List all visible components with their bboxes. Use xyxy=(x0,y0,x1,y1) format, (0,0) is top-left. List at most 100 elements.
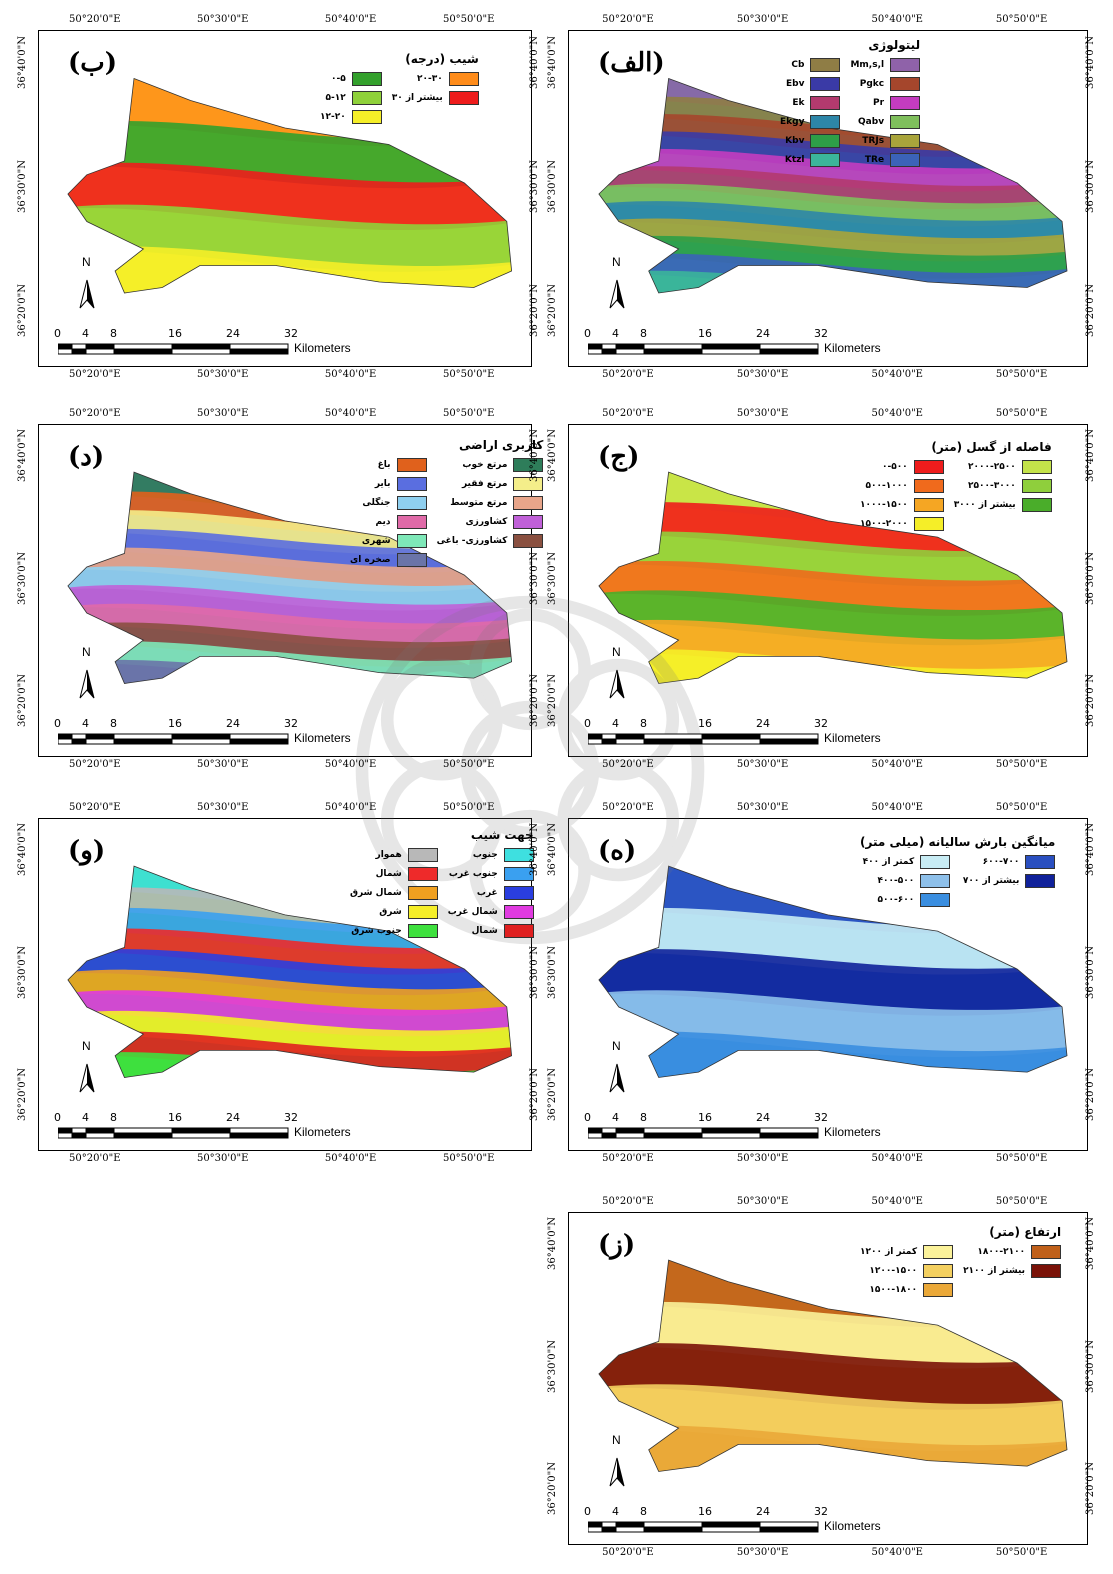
panel-letter: (الف) xyxy=(598,48,665,78)
legend-swatch xyxy=(920,874,951,888)
longitude-tick: 50°40'0"E xyxy=(324,802,377,813)
panel-letter: (و) xyxy=(68,836,106,866)
scale-number: 16 xyxy=(698,1111,712,1124)
legend-item: بیشتر از ۳۰ xyxy=(392,91,479,105)
legend-label: ۶۰۰-۷۰۰ xyxy=(982,857,1020,867)
north-arrow-icon xyxy=(79,1063,95,1093)
scale-bar xyxy=(58,1127,289,1139)
map-frame xyxy=(568,424,1088,757)
longitude-tick: 50°40'0"E xyxy=(871,759,923,770)
longitude-tick: 50°40'0"E xyxy=(871,408,923,419)
legend-swatch xyxy=(913,460,944,474)
latitude-tick: 36°30'0"N xyxy=(528,945,540,999)
longitude-tick: 50°40'0"E xyxy=(871,14,923,25)
longitude-tick: 50°20'0"E xyxy=(69,369,121,380)
legend-label: ۱۲۰۰-۱۵۰۰ xyxy=(869,1266,918,1276)
longitude-tick: 50°30'0"E xyxy=(736,369,789,380)
panel-letter: (ب) xyxy=(68,48,118,78)
legend-label: Qabv xyxy=(858,117,885,127)
basin-map xyxy=(598,865,1068,1078)
longitude-tick: 50°20'0"E xyxy=(602,802,654,813)
legend-label: بیشتر از ۷۰۰ xyxy=(962,876,1020,886)
scale-number: 4 xyxy=(82,1111,89,1124)
longitude-tick: 50°20'0"E xyxy=(69,408,121,419)
legend-label: Pgkc xyxy=(859,79,885,89)
legend-swatch xyxy=(1025,874,1056,888)
latitude-tick: 36°40'0"N xyxy=(16,429,28,483)
longitude-tick: 50°30'0"E xyxy=(736,1547,789,1558)
legend-label: جنوب غرب xyxy=(448,869,498,879)
legend-swatch xyxy=(1025,855,1056,869)
latitude-tick: 36°40'0"N xyxy=(546,823,558,877)
legend-swatch xyxy=(513,458,544,472)
longitude-tick: 50°50'0"E xyxy=(442,802,495,813)
scale-number: 8 xyxy=(640,1111,647,1124)
legend-item: ۵۰۰-۱۰۰۰ xyxy=(860,479,944,493)
legend-swatch xyxy=(407,867,438,881)
legend-items: ۱۸۰۰-۲۱۰۰ کمتر از ۱۲۰۰ بیشتر از ۲۱۰۰ ۱۲۰۰-۱… xyxy=(860,1245,1062,1297)
latitude-tick: 36°40'0"N xyxy=(1084,429,1096,483)
legend-label: Ktzl xyxy=(784,155,805,165)
scale-number: 4 xyxy=(82,717,89,730)
scale-bar xyxy=(588,343,819,355)
legend-item: ۱۰۰۰-۱۵۰۰ xyxy=(860,498,944,512)
legend-item: جنگلی xyxy=(350,496,427,510)
legend-label: صخره ای xyxy=(350,555,391,565)
scale-number: 0 xyxy=(584,1505,591,1518)
legend-swatch xyxy=(513,534,544,548)
latitude-tick: 36°20'0"N xyxy=(546,1068,558,1122)
latitude-tick: 36°30'0"N xyxy=(1084,1339,1096,1393)
legend-swatch xyxy=(503,905,534,919)
north-label: N xyxy=(82,1039,91,1053)
legend-item xyxy=(954,517,1052,531)
scale-number: 24 xyxy=(226,717,240,730)
legend-item xyxy=(392,110,479,124)
legend-label: شمال xyxy=(375,869,402,879)
latitude-tick: 36°20'0"N xyxy=(16,283,28,337)
legend-swatch xyxy=(890,96,921,110)
legend-label: غرب xyxy=(476,888,498,898)
latitude-tick: 36°20'0"N xyxy=(546,283,558,337)
scale-unit: Kilometers xyxy=(294,1125,351,1139)
legend-label: شهری xyxy=(361,536,391,546)
legend-swatch xyxy=(407,848,438,862)
legend-label: Ebv xyxy=(785,79,805,89)
latitude-tick: 36°30'0"N xyxy=(546,1339,558,1393)
legend-swatch xyxy=(810,96,841,110)
legend-swatch xyxy=(1021,460,1052,474)
legend-swatch xyxy=(923,1283,954,1297)
scale-number: 8 xyxy=(640,717,647,730)
legend-items: جنوب هموار جنوب غرب شمال غرب شمال شرق شمال غرب… xyxy=(350,848,534,938)
longitude-tick: 50°40'0"E xyxy=(324,1153,377,1164)
panel-letter: (د) xyxy=(68,442,105,472)
legend-swatch xyxy=(913,479,944,493)
map-frame xyxy=(38,30,532,367)
legend-item: Cb xyxy=(780,58,841,72)
basin-map xyxy=(598,1259,1068,1472)
basin-map xyxy=(67,865,513,1078)
legend-swatch xyxy=(1021,498,1052,512)
legend-label: ۱۰۰۰-۱۵۰۰ xyxy=(860,500,908,510)
longitude-tick: 50°30'0"E xyxy=(196,1153,249,1164)
legend-item: کشاورزی xyxy=(437,515,544,529)
latitude-tick: 36°20'0"N xyxy=(546,1462,558,1516)
legend-item: مرتع فقیر xyxy=(437,477,544,491)
legend-swatch xyxy=(920,855,951,869)
legend-swatch xyxy=(513,477,544,491)
legend-label: ۱۵۰۰-۱۸۰۰ xyxy=(869,1285,918,1295)
legend-label: TRe xyxy=(864,155,885,165)
scale-number: 32 xyxy=(284,1111,298,1124)
legend-item: Ek xyxy=(780,96,841,110)
latitude-tick: 36°40'0"N xyxy=(1084,35,1096,89)
legend-item: ۱۵۰۰-۲۰۰۰ xyxy=(860,517,944,531)
scale-number: 0 xyxy=(584,327,591,340)
scale-unit: Kilometers xyxy=(824,731,881,745)
basin-map xyxy=(67,77,513,294)
legend-item: ۵-۱۲ xyxy=(320,91,382,105)
legend-title: لیتولوژی xyxy=(868,38,921,52)
legend-label: ۰-۵ xyxy=(330,74,346,84)
legend-swatch xyxy=(890,58,921,72)
legend-swatch xyxy=(810,58,841,72)
longitude-tick: 50°50'0"E xyxy=(995,1196,1048,1207)
legend-swatch xyxy=(396,477,427,491)
